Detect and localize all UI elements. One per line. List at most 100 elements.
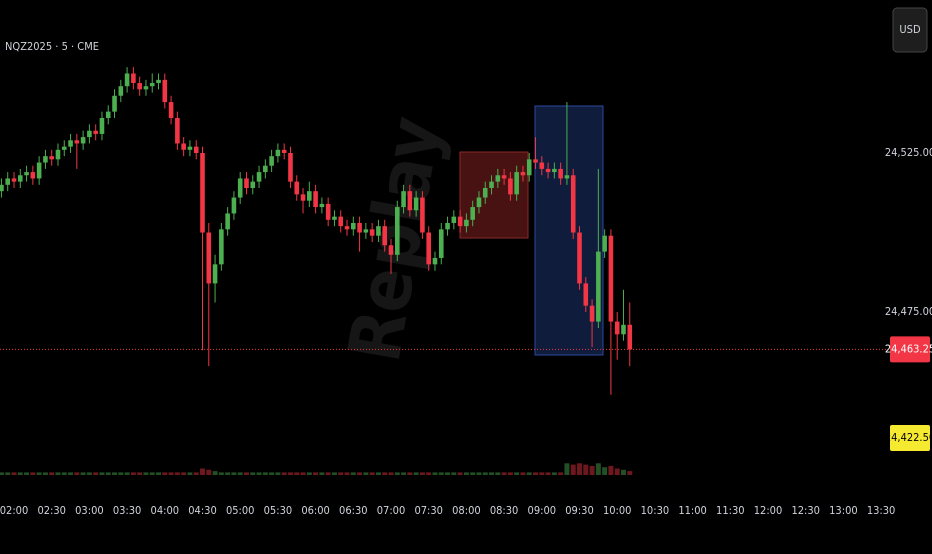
volume-bar xyxy=(445,472,451,475)
candle-body xyxy=(514,172,519,195)
candle-body xyxy=(237,178,243,198)
candle-body xyxy=(457,216,463,227)
volume-bar xyxy=(401,472,407,475)
candle-body xyxy=(338,216,344,227)
candle-body xyxy=(539,162,545,169)
volume-bar xyxy=(595,463,601,475)
candle-body xyxy=(193,146,199,154)
volume-bar xyxy=(200,468,205,475)
last-price-badge xyxy=(890,336,930,363)
volume-bar xyxy=(74,472,80,475)
volume-bar xyxy=(533,472,539,475)
candle-body xyxy=(426,232,431,265)
candle-body xyxy=(344,226,350,230)
volume-bar xyxy=(564,463,570,475)
candle-body xyxy=(614,321,620,335)
volume-bar xyxy=(350,472,356,475)
volume-bar xyxy=(149,472,155,475)
x-tick-label: 02:00 xyxy=(0,504,28,517)
volume-bar xyxy=(589,465,595,475)
y-tick-label: 24,475.00 xyxy=(885,305,932,318)
volume-bar xyxy=(181,472,187,475)
volume-bar xyxy=(539,472,545,475)
x-tick-label: 04:30 xyxy=(188,504,217,517)
candle-body xyxy=(269,156,274,166)
candle-body xyxy=(187,146,193,150)
candle-body xyxy=(61,146,67,150)
volume-bar xyxy=(470,472,476,475)
candle-body xyxy=(357,222,362,233)
volume-bar xyxy=(382,472,388,475)
candle-body xyxy=(300,194,306,201)
x-tick-label: 12:00 xyxy=(754,504,783,517)
x-tick-label: 04:00 xyxy=(151,504,180,517)
candle-body xyxy=(413,197,419,211)
x-tick-label: 07:00 xyxy=(377,504,406,517)
volume-bar xyxy=(256,472,262,475)
volume-bar xyxy=(112,472,118,475)
candle-body xyxy=(256,172,262,182)
y-tick-label: 24,525.00 xyxy=(885,146,932,159)
currency-label: USD xyxy=(899,23,921,36)
volume-bar xyxy=(331,472,337,475)
candle-body xyxy=(294,181,300,195)
candle-body xyxy=(382,226,388,246)
candle-body xyxy=(394,207,400,255)
candle-body xyxy=(105,111,111,119)
volume-bar xyxy=(162,472,168,475)
volume-bar xyxy=(507,472,513,475)
volume-bar xyxy=(225,472,231,475)
volume-bar xyxy=(243,472,249,475)
volume-bar xyxy=(30,472,36,475)
candle-body xyxy=(80,137,86,144)
x-tick-label: 10:30 xyxy=(641,504,670,517)
volume-bar xyxy=(262,472,268,475)
volume-bar xyxy=(520,472,526,475)
volume-bar xyxy=(570,464,576,475)
currency-button[interactable] xyxy=(892,7,928,53)
candle-body xyxy=(112,95,117,112)
volume-bar xyxy=(61,472,67,475)
candle-body xyxy=(589,305,595,322)
volume-bar xyxy=(363,472,369,475)
candle-body xyxy=(11,178,17,182)
volume-bar xyxy=(551,472,557,475)
volume-bar xyxy=(0,472,4,475)
candle-body xyxy=(583,283,589,306)
candle-body xyxy=(87,130,92,138)
volume-bar xyxy=(105,472,111,475)
candle-body xyxy=(325,203,331,220)
candle-body xyxy=(36,162,42,179)
volume-bar xyxy=(325,472,331,475)
candle-body xyxy=(275,149,281,157)
candle-body xyxy=(200,153,205,233)
volume-bar xyxy=(558,472,564,475)
volume-bar xyxy=(300,472,306,475)
candle-body xyxy=(49,156,54,160)
candle-body xyxy=(420,197,425,233)
candle-body xyxy=(168,102,174,119)
candle-body xyxy=(219,229,224,265)
volume-bar xyxy=(250,472,256,475)
volume-bar xyxy=(388,472,394,475)
candle-body xyxy=(55,149,61,160)
volume-bar xyxy=(482,472,488,475)
candle-body xyxy=(388,245,394,255)
candle-body xyxy=(74,140,80,144)
volume-bar xyxy=(206,469,212,475)
volume-bar xyxy=(495,472,501,475)
volume-bar xyxy=(413,472,419,475)
volume-bar xyxy=(156,472,162,475)
volume-bar xyxy=(369,472,375,475)
candle-body xyxy=(231,197,237,214)
volume-bar xyxy=(489,472,495,475)
candle-body xyxy=(319,203,325,208)
candle-body xyxy=(212,264,218,284)
x-tick-label: 09:00 xyxy=(528,504,557,517)
volume-bar xyxy=(620,469,626,475)
marker-price-label: 24,422.50 xyxy=(885,431,932,444)
volume-bar xyxy=(237,472,243,475)
candle-body xyxy=(137,83,142,90)
